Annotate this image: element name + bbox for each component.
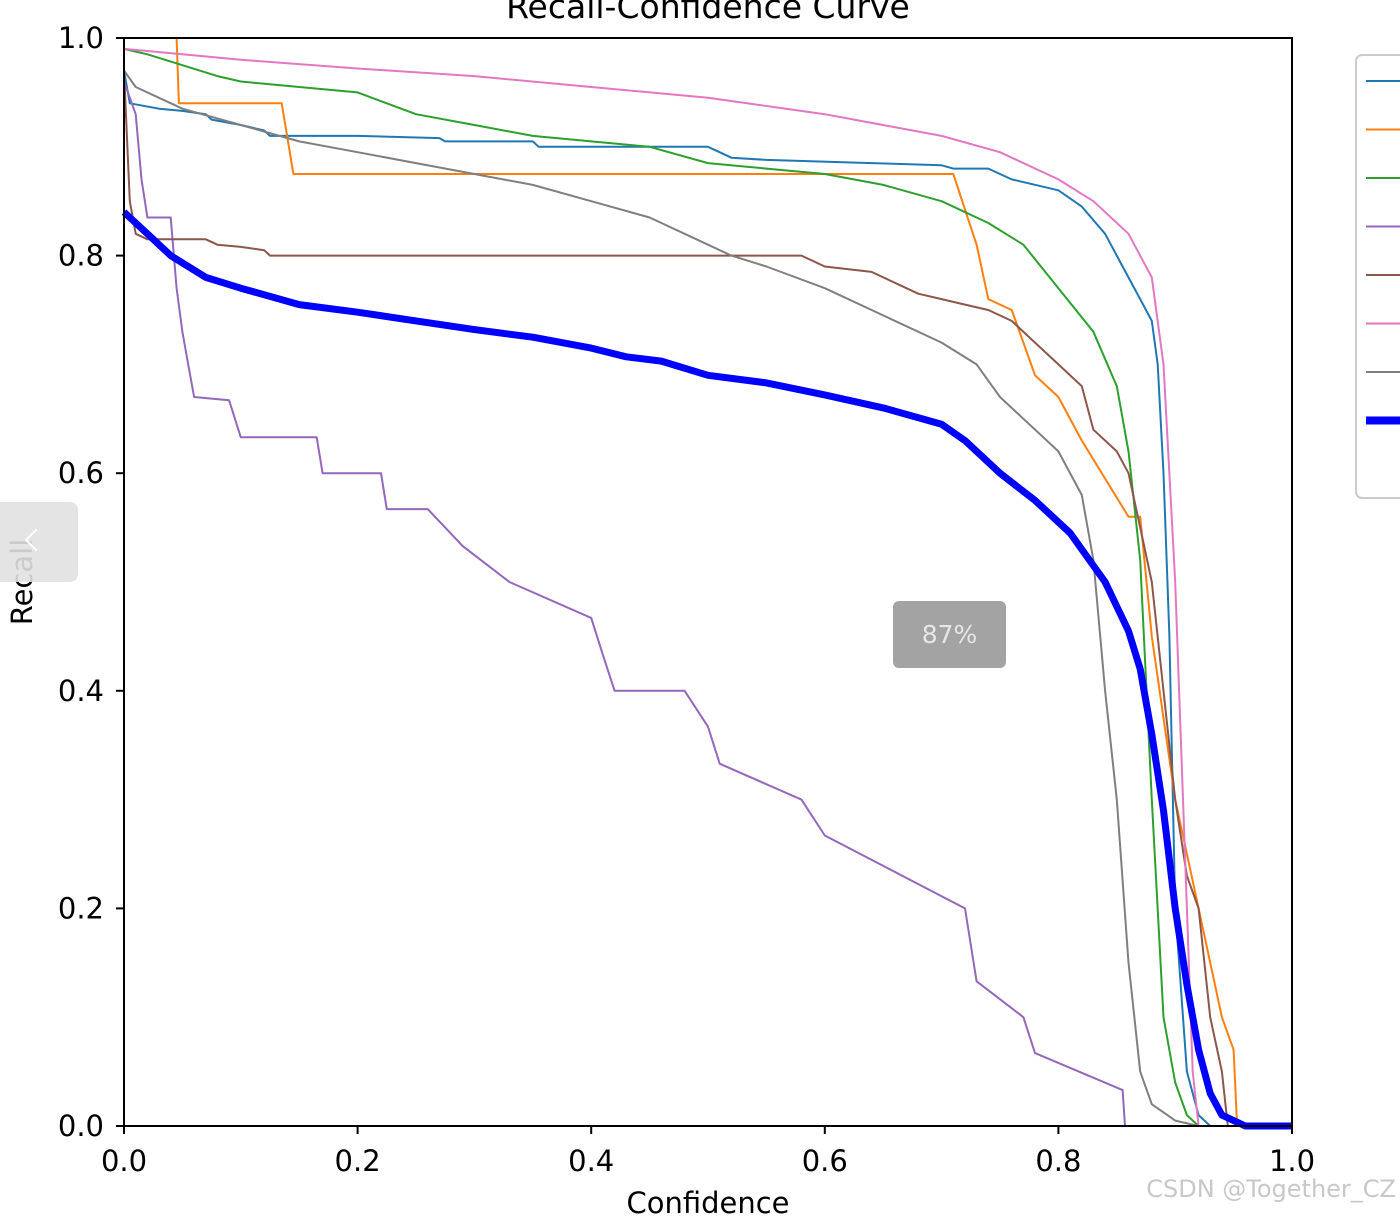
series-line-6 xyxy=(123,47,1200,1127)
y-tick-label: 0.0 xyxy=(58,1109,104,1143)
legend xyxy=(1355,54,1400,499)
y-tick-label: 0.8 xyxy=(58,239,104,273)
chevron-left-icon xyxy=(24,528,48,552)
y-tick-label: 0.4 xyxy=(58,674,104,708)
x-tick-label: 0.8 xyxy=(1035,1144,1081,1178)
zoom-level-badge: 87% xyxy=(893,601,1006,668)
series-line-5 xyxy=(123,70,1229,1127)
legend-entries xyxy=(1366,80,1400,425)
series-line-3 xyxy=(123,47,1200,1127)
series-line-4 xyxy=(123,81,1126,1127)
x-tick-label: 0.4 xyxy=(568,1144,614,1178)
axis-layer: 0.0 0.2 0.4 0.6 0.8 1.0 0.0 0.2 0.4 0.6 0.8 1.0 xyxy=(58,21,1315,1178)
x-tick-label: 0.2 xyxy=(335,1144,381,1178)
y-tick-label: 0.6 xyxy=(58,456,104,490)
series-line-7 xyxy=(123,70,1199,1127)
series-line-8 xyxy=(121,209,1292,1130)
legend-box xyxy=(1355,54,1400,499)
series-line-2 xyxy=(175,37,1239,1127)
plot-frame xyxy=(123,37,1293,1127)
series-layer xyxy=(121,37,1292,1130)
series-line-1 xyxy=(123,70,1211,1127)
x-axis-label: Confidence xyxy=(626,1186,789,1216)
x-tick-label: 0.0 xyxy=(101,1144,147,1178)
x-tick-label: 0.6 xyxy=(802,1144,848,1178)
y-tick-label: 1.0 xyxy=(58,21,104,55)
y-tick-label: 0.2 xyxy=(58,891,104,925)
watermark: CSDN @Together_CZ xyxy=(1146,1175,1396,1203)
chart-title: Recall-Confidence Curve xyxy=(506,0,910,26)
x-tick-label: 1.0 xyxy=(1269,1144,1315,1178)
side-collapse-tab[interactable] xyxy=(0,502,78,582)
